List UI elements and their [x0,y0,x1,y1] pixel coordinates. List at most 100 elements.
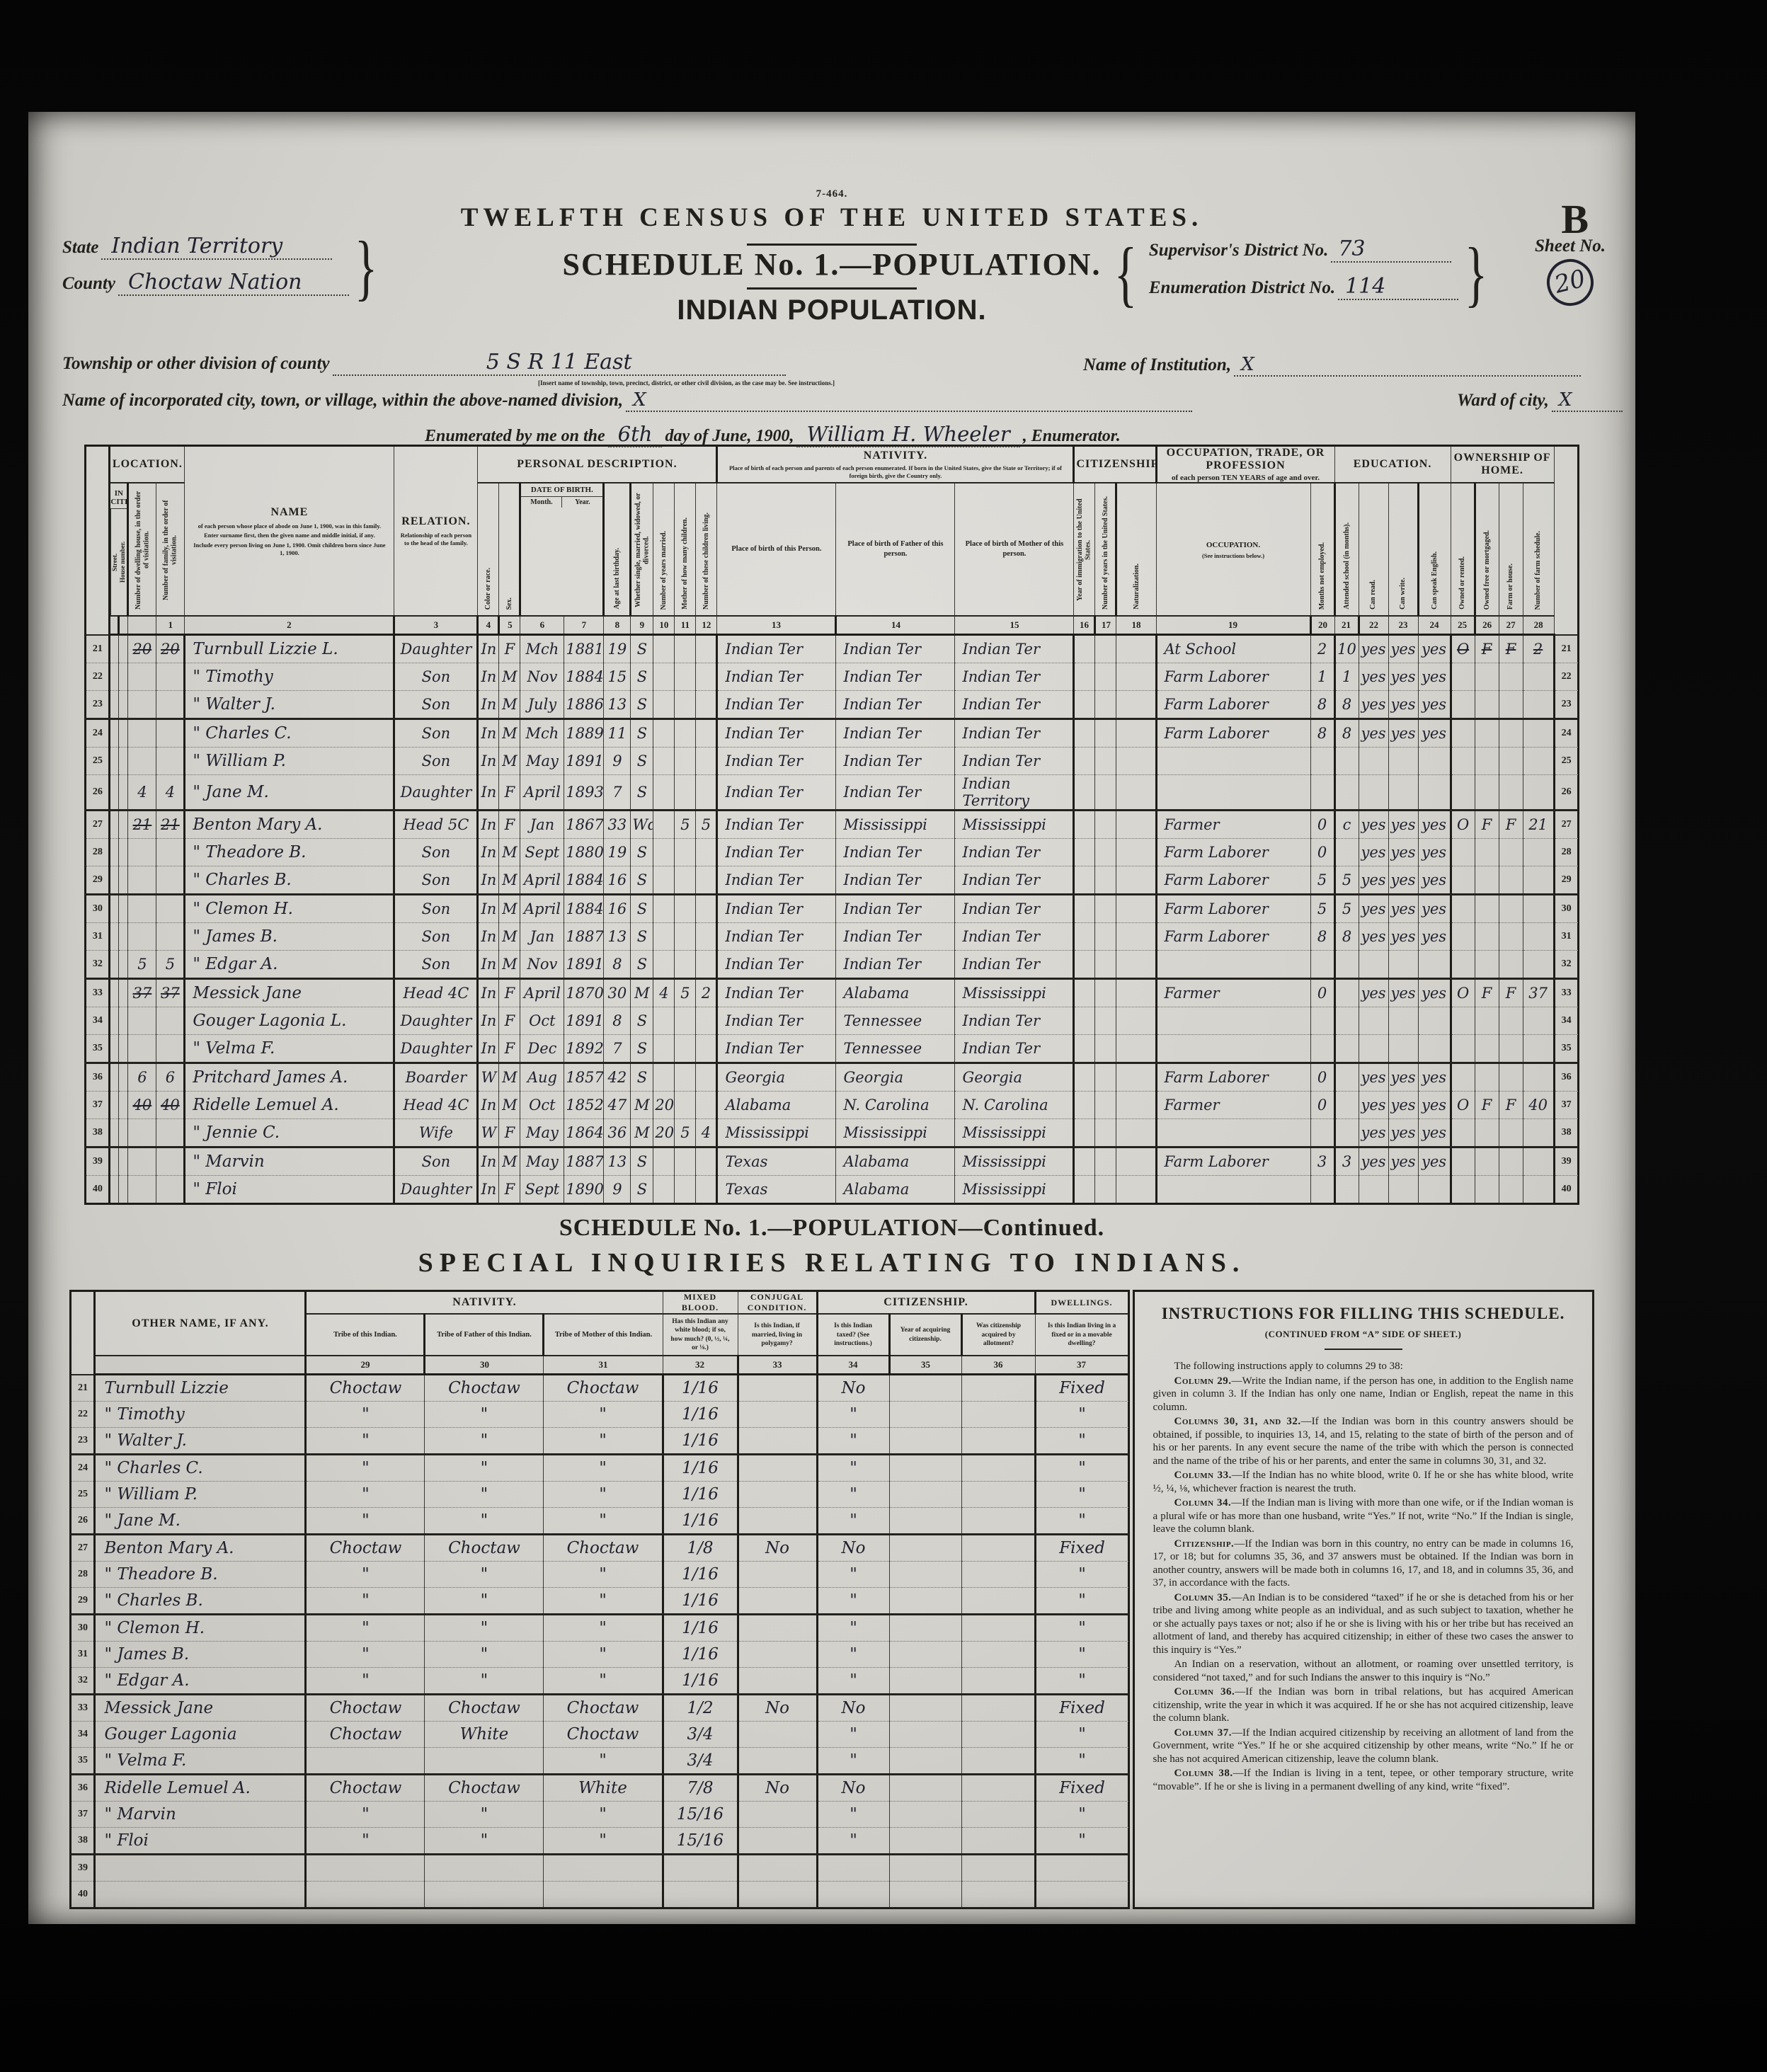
instructions-panel: INSTRUCTIONS FOR FILLING THIS SCHEDULE. … [1132,1290,1594,1910]
relation: Son [394,719,479,748]
house-number [118,1118,129,1148]
farm-or-house [1499,774,1523,811]
occupation [1156,950,1311,980]
color-race: In [477,838,500,866]
birthplace-person: Indian Ter [716,810,837,839]
marital-status-column-header: Whether single, married, widowed, or div… [630,483,654,617]
relation: Son [394,866,479,895]
row-number: 40 [1554,1175,1579,1204]
special-inquiry-row: 40 [70,1881,1129,1909]
birth-month: May [520,747,565,775]
farm-schedule-number [1523,894,1555,923]
year-citizenship [889,1641,962,1669]
birthplace-mother: Mississippi [954,1118,1075,1148]
tribe-person: Choctaw [305,1534,425,1562]
sex: F [498,774,521,811]
occupation: Farm Laborer [1156,1063,1311,1092]
birthplace-father: Indian Ter [835,747,956,775]
sex: M [498,866,521,895]
column-number: 34 [817,1356,891,1376]
tribe-person: " [305,1401,425,1429]
years-married: 20 [653,1091,675,1119]
tribe-mother: " [543,1747,664,1776]
row-number: 26 [70,1507,96,1536]
years-married [653,719,675,748]
census-row: 32 5 5 " Edgar A. Son In M Nov 1891 8 S Indian Ter I… [85,950,1579,980]
attended-school: 5 [1334,866,1359,895]
mother-of-children [674,866,697,895]
marital-status: S [630,1063,654,1092]
can-read [1359,1007,1389,1035]
years-in-us [1094,810,1117,839]
tribe-mother: " [543,1481,664,1509]
column-number-row: 1 2 3 4 5 6 7 8 9 10 11 12 13 14 15 16 17 18 19 20 21 22 23 24 2… [86,616,1578,636]
year-citizenship [889,1534,962,1562]
mother-of-children: 5 [674,1118,697,1148]
color-race: In [477,1175,500,1204]
home-owned-rented: O [1451,810,1475,839]
street [109,978,120,1007]
allotment [961,1801,1036,1828]
tribe-person: " [305,1454,425,1482]
marital-status: S [630,1007,654,1035]
naturalization [1116,747,1157,775]
street [109,1063,120,1092]
years-in-us [1094,774,1117,811]
color-race: In [477,894,500,923]
home-owned-rented [1451,747,1475,775]
special-inquiry-row: 28 " Theadore B. " " " 1/16 " " [70,1561,1129,1589]
sheet-header: 7-464. TWELFTH CENSUS OF THE UNITED STAT… [28,112,1635,447]
row-number: 34 [85,1007,111,1035]
tribe-person: Choctaw [305,1774,425,1802]
county-value: Choctaw Nation [118,270,350,296]
street [109,922,120,951]
naturalization [1116,922,1157,951]
immigration-year [1073,866,1096,895]
dwelling-number: 37 [127,978,157,1007]
attended-school [1334,950,1359,980]
row-number: 25 [85,747,111,775]
taxed: " [817,1401,890,1429]
polygamy [738,1747,818,1776]
tribe-person: " [305,1614,425,1642]
row-number: 39 [85,1147,111,1176]
home-owned-rented [1451,866,1475,895]
allotment [961,1454,1036,1482]
dwelling-number: 4 [127,774,157,811]
years-in-us [1094,1147,1117,1176]
year-citizenship [889,1747,962,1776]
column-number: 1 [156,616,185,636]
row-number: 35 [1554,1034,1579,1064]
years-married: 20 [653,1118,675,1148]
can-write: yes [1388,866,1419,895]
township-field: Township or other division of county 5 S… [62,350,786,376]
marital-status: S [630,747,654,775]
farm-or-house [1499,1175,1523,1204]
naturalization [1116,866,1157,895]
sex: M [498,950,521,980]
can-speak-english [1418,774,1452,811]
can-speak-english: yes [1418,810,1452,839]
years-in-us [1094,978,1117,1007]
row-number: 33 [1554,978,1579,1007]
can-write-column-header: Can write. [1388,483,1419,617]
naturalization [1116,810,1157,839]
farm-schedule-number [1523,1034,1555,1064]
mother-of-children [674,950,697,980]
column-number: 35 [889,1356,962,1376]
birthplace-person: Indian Ter [716,866,837,895]
special-inquiry-row: 29 " Charles B. " " " 1/16 " " [70,1587,1129,1616]
house-number [118,838,129,866]
children-living [695,690,719,720]
immigration-year [1073,1175,1096,1204]
row-number: 21 [1554,634,1579,663]
birth-year-column-header: Year. [575,498,590,506]
street [109,838,120,866]
row-number: 32 [85,950,111,980]
dwelling-number: 40 [127,1091,157,1119]
years-in-us [1094,1034,1117,1064]
mother-of-children-column-header: Mother of how many children. [674,483,697,617]
years-in-us-column-header: Number of years in the United States. [1094,483,1118,617]
years-in-us [1094,922,1117,951]
column-number: 3 [394,616,479,636]
